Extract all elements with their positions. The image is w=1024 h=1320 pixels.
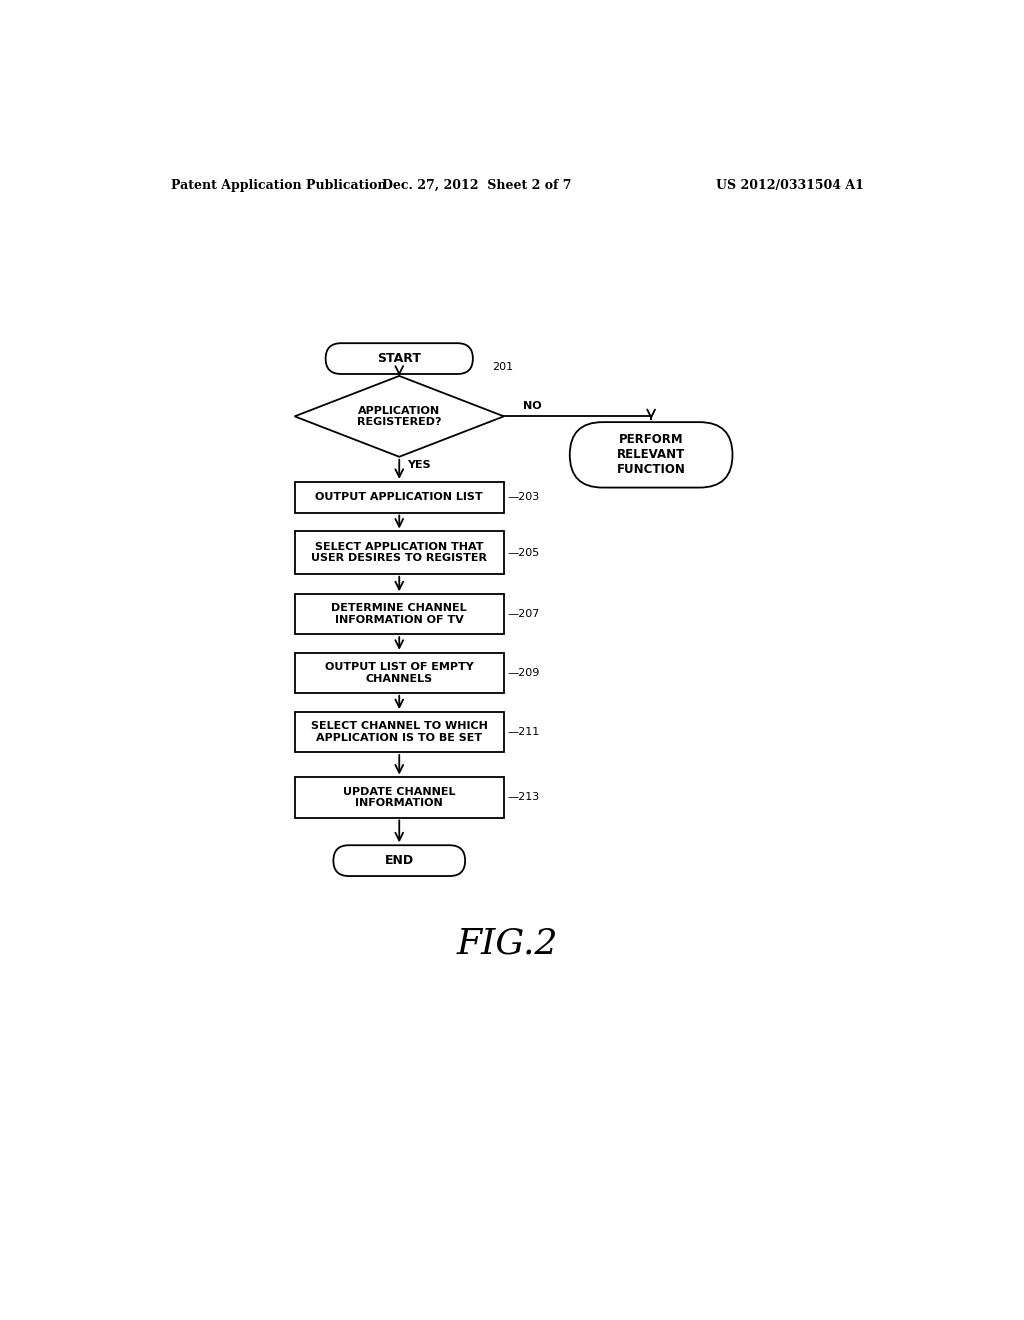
Text: OUTPUT APPLICATION LIST: OUTPUT APPLICATION LIST <box>315 492 483 502</box>
Text: 201: 201 <box>493 362 513 372</box>
Text: —207: —207 <box>508 610 540 619</box>
FancyBboxPatch shape <box>326 343 473 374</box>
Text: —203: —203 <box>508 492 540 502</box>
Text: —213: —213 <box>508 792 540 803</box>
Text: —205: —205 <box>508 548 540 557</box>
FancyBboxPatch shape <box>569 422 732 487</box>
Text: SELECT CHANNEL TO WHICH
APPLICATION IS TO BE SET: SELECT CHANNEL TO WHICH APPLICATION IS T… <box>311 721 487 743</box>
Text: START: START <box>377 352 421 366</box>
FancyBboxPatch shape <box>295 711 504 752</box>
Text: APPLICATION
REGISTERED?: APPLICATION REGISTERED? <box>357 405 441 428</box>
FancyBboxPatch shape <box>295 594 504 635</box>
Text: END: END <box>385 854 414 867</box>
Polygon shape <box>295 376 504 457</box>
FancyBboxPatch shape <box>295 482 504 512</box>
Text: Patent Application Publication: Patent Application Publication <box>171 178 386 191</box>
Text: FIG.2: FIG.2 <box>457 927 558 961</box>
Text: UPDATE CHANNEL
INFORMATION: UPDATE CHANNEL INFORMATION <box>343 787 456 808</box>
Text: OUTPUT LIST OF EMPTY
CHANNELS: OUTPUT LIST OF EMPTY CHANNELS <box>325 661 474 684</box>
Text: US 2012/0331504 A1: US 2012/0331504 A1 <box>717 178 864 191</box>
FancyBboxPatch shape <box>295 532 504 574</box>
Text: NO: NO <box>523 401 542 411</box>
FancyBboxPatch shape <box>334 845 465 876</box>
Text: Dec. 27, 2012  Sheet 2 of 7: Dec. 27, 2012 Sheet 2 of 7 <box>382 178 571 191</box>
FancyBboxPatch shape <box>295 653 504 693</box>
Text: PERFORM
RELEVANT
FUNCTION: PERFORM RELEVANT FUNCTION <box>616 433 685 477</box>
FancyBboxPatch shape <box>295 777 504 817</box>
Text: SELECT APPLICATION THAT
USER DESIRES TO REGISTER: SELECT APPLICATION THAT USER DESIRES TO … <box>311 541 487 564</box>
Text: DETERMINE CHANNEL
INFORMATION OF TV: DETERMINE CHANNEL INFORMATION OF TV <box>332 603 467 626</box>
Text: —211: —211 <box>508 727 540 737</box>
Text: YES: YES <box>407 459 431 470</box>
Text: —209: —209 <box>508 668 540 677</box>
